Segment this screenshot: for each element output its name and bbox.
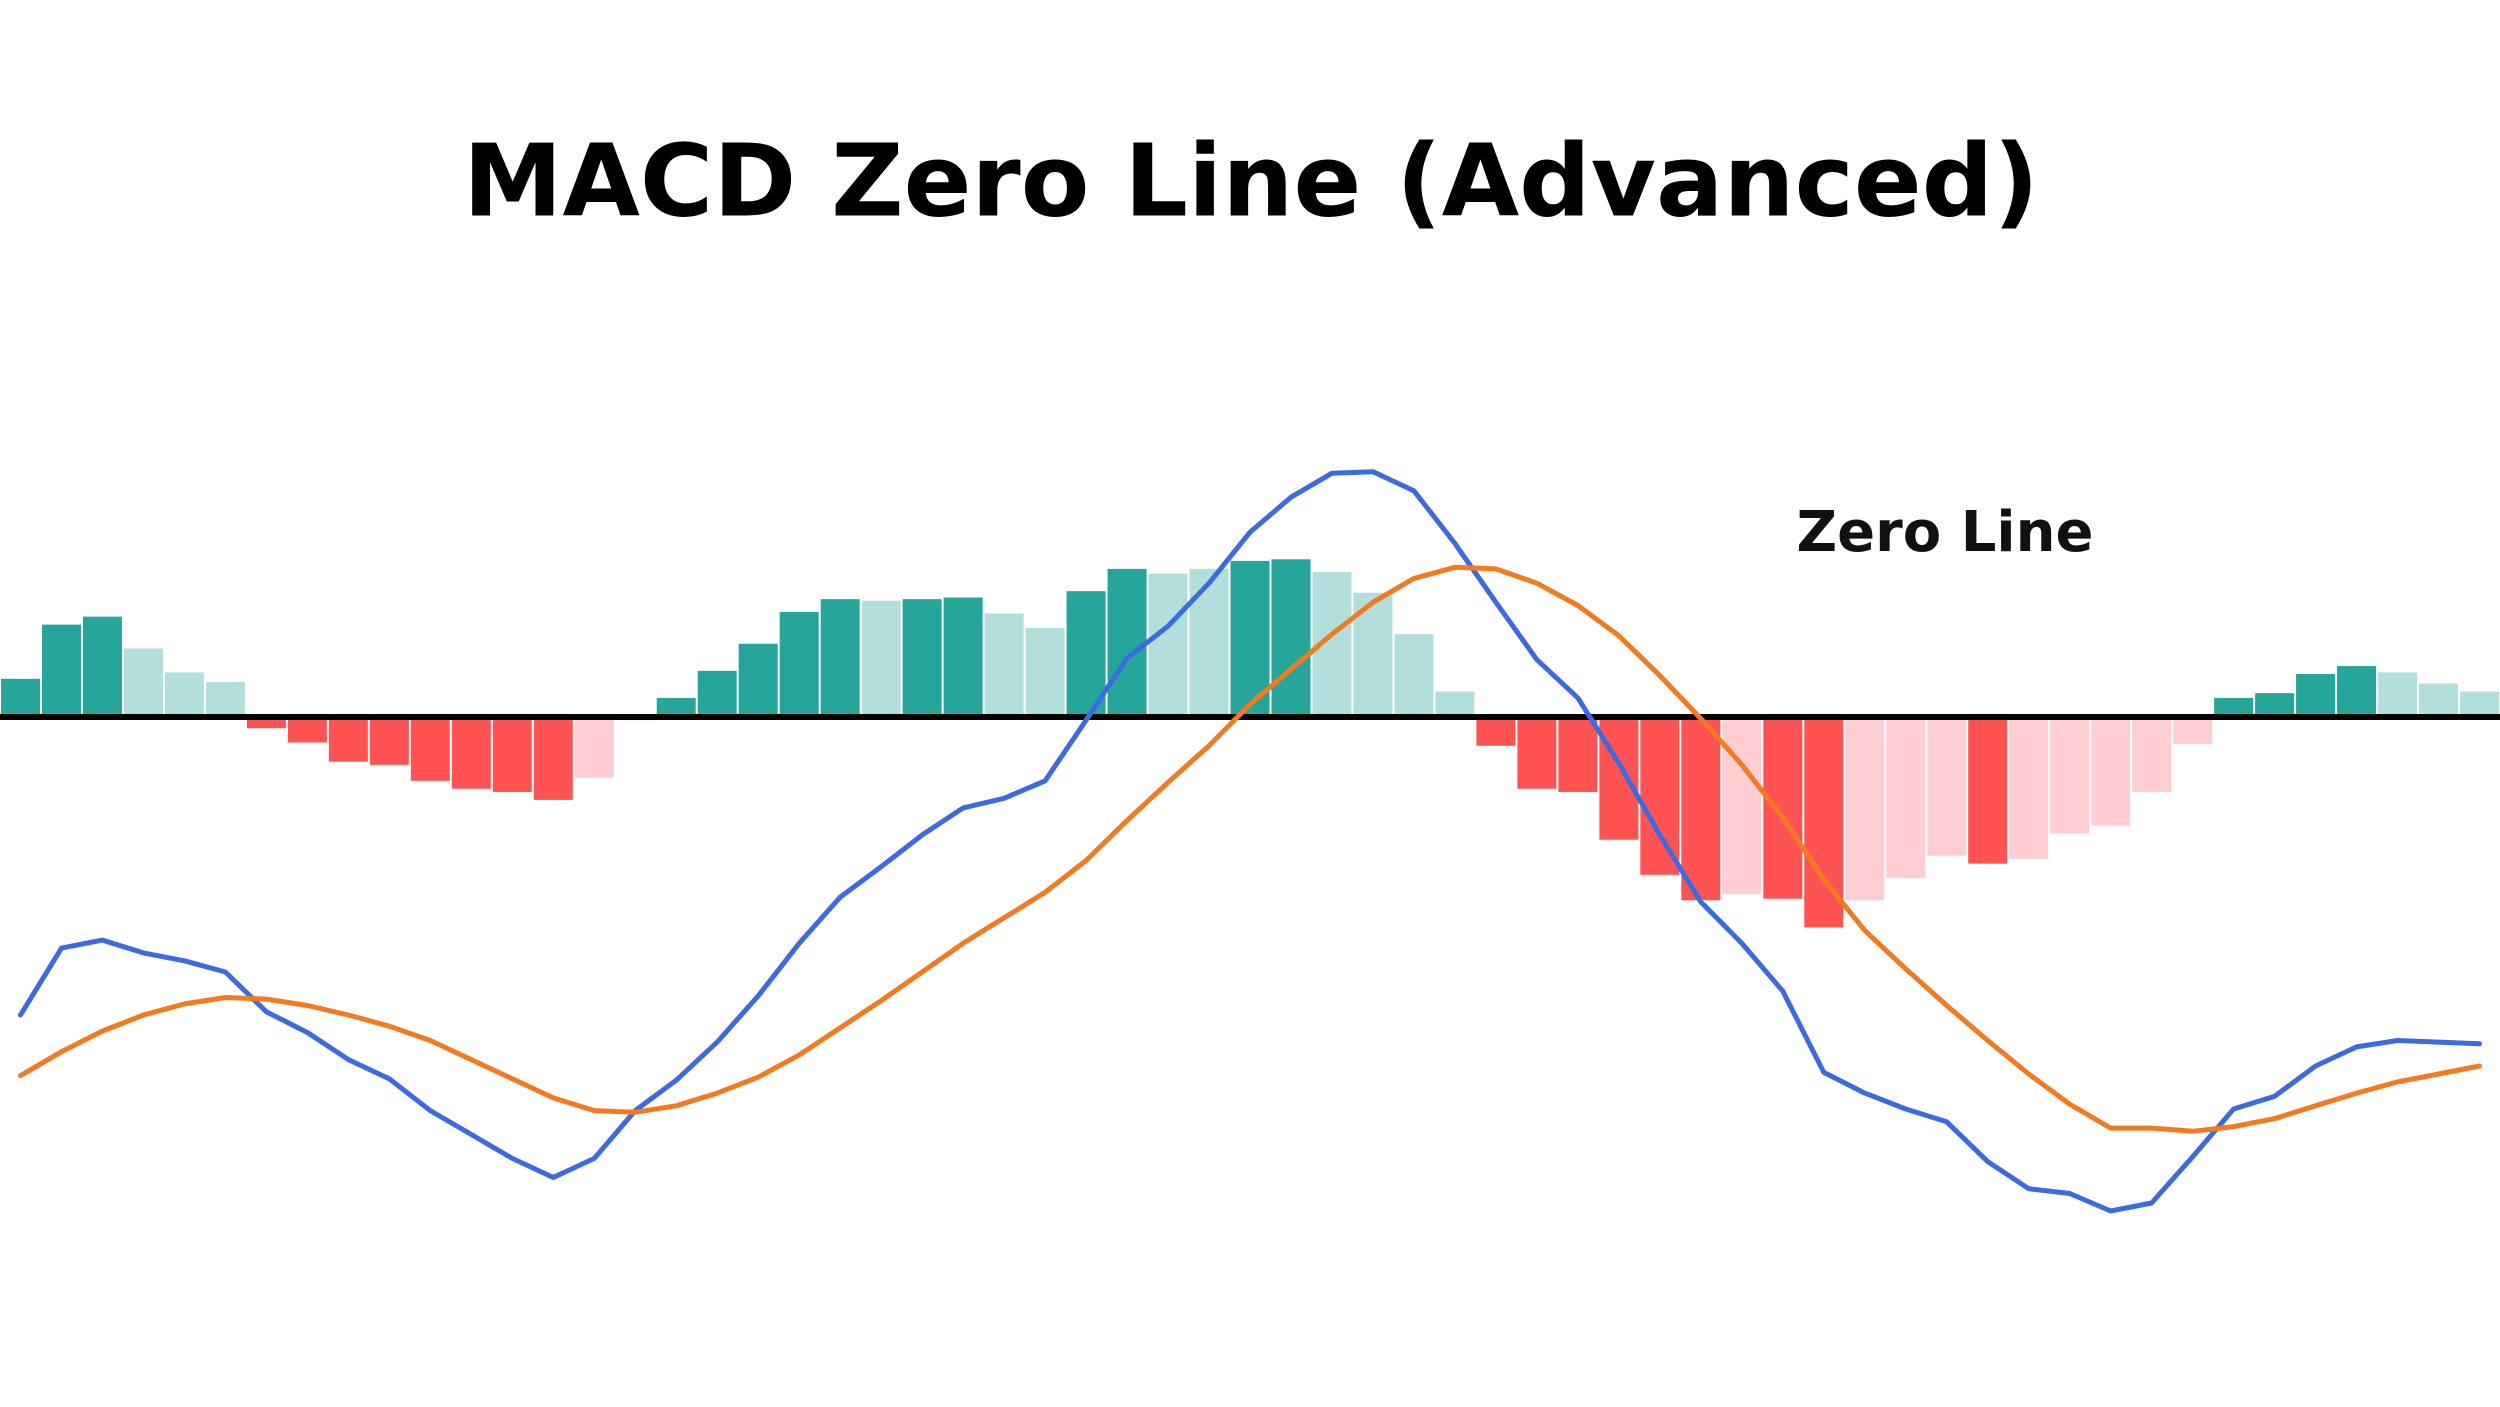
histogram-bar bbox=[943, 597, 983, 718]
histogram-bar bbox=[2050, 717, 2090, 834]
histogram-bar bbox=[2460, 691, 2499, 718]
histogram-bar bbox=[861, 600, 901, 718]
histogram-bar bbox=[1517, 717, 1557, 789]
histogram-bar bbox=[2378, 672, 2418, 718]
histogram-bar bbox=[123, 648, 163, 718]
histogram-bar bbox=[1, 678, 40, 718]
histogram-bar bbox=[902, 599, 942, 718]
histogram-bar bbox=[2214, 697, 2254, 718]
histogram-bar bbox=[2009, 717, 2049, 859]
histogram-bar bbox=[2255, 693, 2295, 718]
histogram-bar bbox=[2173, 717, 2213, 745]
histogram-bar bbox=[1189, 568, 1229, 718]
histogram-bar bbox=[1435, 691, 1475, 718]
histogram-bar bbox=[369, 717, 409, 765]
histogram-bar bbox=[410, 717, 450, 781]
histogram-bar bbox=[1886, 717, 1926, 878]
histogram-bar bbox=[1599, 717, 1639, 840]
histogram-bar bbox=[246, 717, 286, 729]
histogram-bar bbox=[1763, 717, 1803, 899]
lines bbox=[18, 469, 2482, 1214]
signal-line bbox=[18, 564, 2482, 1134]
histogram-bar bbox=[656, 697, 696, 718]
histogram-bar bbox=[1681, 717, 1721, 901]
histogram-bar bbox=[779, 611, 819, 718]
histogram-bar bbox=[2132, 717, 2172, 792]
histogram-bar bbox=[2419, 683, 2459, 718]
histogram-bar bbox=[820, 599, 860, 718]
histogram-bar bbox=[1107, 568, 1147, 718]
histogram-bar bbox=[41, 624, 81, 718]
histogram-bar bbox=[1722, 717, 1762, 894]
histogram-bar bbox=[2091, 717, 2131, 826]
chart-title: MACD Zero Line (Advanced) bbox=[463, 122, 2039, 239]
histogram-bar bbox=[287, 717, 327, 743]
histogram-bar bbox=[738, 643, 778, 718]
histogram-bar bbox=[1025, 627, 1065, 718]
signal-line bbox=[18, 469, 2482, 1214]
histogram-bar bbox=[328, 717, 368, 762]
histogram-bar bbox=[2337, 666, 2377, 718]
histogram-bar bbox=[574, 717, 614, 778]
histogram-bar bbox=[205, 681, 245, 718]
histogram-bar bbox=[492, 717, 532, 792]
annotation: Zero Line bbox=[1797, 500, 2094, 565]
histogram bbox=[1, 559, 2499, 928]
histogram-bar bbox=[984, 613, 1024, 718]
histogram-bar bbox=[1640, 717, 1680, 875]
histogram-bar bbox=[697, 670, 737, 718]
histogram-bar bbox=[82, 616, 122, 718]
histogram-bar bbox=[164, 672, 204, 718]
histogram-bar bbox=[2296, 674, 2336, 718]
histogram-bar bbox=[1476, 717, 1516, 746]
histogram-bar bbox=[1927, 717, 1967, 856]
histogram-bar bbox=[1394, 634, 1434, 718]
histogram-bar bbox=[1845, 717, 1885, 901]
histogram-bar bbox=[533, 717, 573, 800]
histogram-bar bbox=[1558, 717, 1598, 792]
histogram-bar bbox=[1148, 573, 1188, 718]
histogram-bar bbox=[1968, 717, 2008, 864]
histogram-bar bbox=[451, 717, 491, 789]
histogram-bar bbox=[1271, 559, 1311, 718]
